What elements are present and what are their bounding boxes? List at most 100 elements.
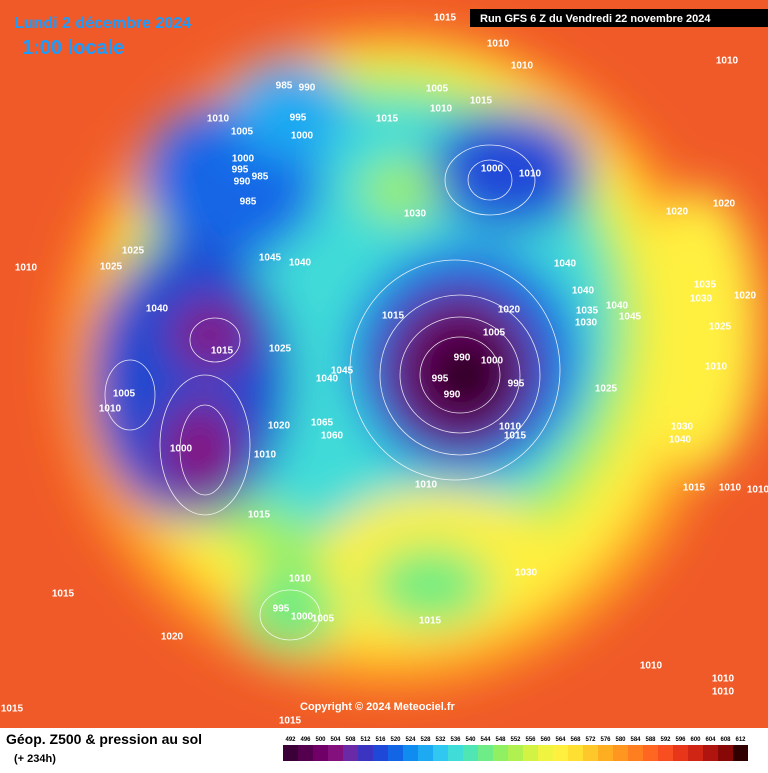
isobar-label: 1020 xyxy=(734,291,757,302)
isobar-label: 1005 xyxy=(426,84,449,95)
scale-swatch xyxy=(448,745,463,761)
scale-swatch xyxy=(508,745,523,761)
isobar-label: 1040 xyxy=(316,374,339,385)
isobar-label: 1065 xyxy=(311,418,334,429)
scale-swatch xyxy=(283,745,298,761)
isobar-label: 1040 xyxy=(289,258,312,269)
scale-swatch xyxy=(568,745,583,761)
scale-swatch xyxy=(343,745,358,761)
scale-swatch xyxy=(628,745,643,761)
isobar-label: 1015 xyxy=(248,510,271,521)
isobar-label: 1010 xyxy=(747,485,768,496)
isobar-label: 985 xyxy=(276,81,293,92)
isobar-label: 995 xyxy=(273,604,290,615)
isobar-label: 1015 xyxy=(504,431,527,442)
legend-title: Géop. Z500 & pression au sol xyxy=(6,731,202,747)
isobar-label: 1005 xyxy=(231,127,254,138)
isobar-label: 1000 xyxy=(291,612,314,623)
field xyxy=(0,0,768,728)
scale-label: 556 xyxy=(525,737,536,743)
isobar-label: 1025 xyxy=(709,322,732,333)
scale-label: 580 xyxy=(615,737,626,743)
scale-label: 560 xyxy=(540,737,551,743)
isobar-label: 1010 xyxy=(712,687,735,698)
scale-label: 584 xyxy=(630,737,641,743)
scale-label: 572 xyxy=(585,737,596,743)
isobar-label: 1040 xyxy=(146,304,169,315)
isobar-label: 1010 xyxy=(511,61,534,72)
scale-label: 536 xyxy=(450,737,461,743)
isobar-label: 1015 xyxy=(382,311,405,322)
isobar-label: 1045 xyxy=(331,366,354,377)
isobar-label: 1010 xyxy=(207,114,230,125)
isobar-label: 995 xyxy=(432,374,449,385)
isobar-label: 1010 xyxy=(487,39,510,50)
scale-swatch xyxy=(718,745,733,761)
scale-label: 500 xyxy=(315,737,326,743)
scale-swatch xyxy=(493,745,508,761)
isobar-label: 1030 xyxy=(515,568,538,579)
scale-swatch xyxy=(313,745,328,761)
scale-label: 492 xyxy=(285,737,296,743)
isobar-label: 1010 xyxy=(289,574,312,585)
scale-label: 544 xyxy=(480,737,491,743)
isobar-label: 1010 xyxy=(499,422,522,433)
scale-swatch xyxy=(463,745,478,761)
isobar-label: 1010 xyxy=(716,56,739,67)
scale-label: 508 xyxy=(345,737,356,743)
isobar-label: 1025 xyxy=(100,262,123,273)
scale-label: 576 xyxy=(600,737,611,743)
isobar-label: 1000 xyxy=(291,131,314,142)
isobar-label: 1030 xyxy=(671,422,694,433)
isobar-label: 1015 xyxy=(211,346,234,357)
isobar-label: 1020 xyxy=(666,207,689,218)
isobar-label: 1010 xyxy=(430,104,453,115)
scale-swatch xyxy=(433,745,448,761)
scale-label: 540 xyxy=(465,737,476,743)
isobar-label: 1000 xyxy=(481,356,504,367)
scale-swatch xyxy=(523,745,538,761)
isobar-label: 1030 xyxy=(404,209,427,220)
isobar-label: 1060 xyxy=(321,431,344,442)
scale-label: 604 xyxy=(705,737,716,743)
scale-swatch xyxy=(538,745,553,761)
isobar-label: 985 xyxy=(240,197,257,208)
scale-label: 592 xyxy=(660,737,671,743)
isobar-label: 1005 xyxy=(113,389,136,400)
isobar-label: 1025 xyxy=(595,384,618,395)
isobar-label: 1040 xyxy=(572,286,595,297)
scale-label: 496 xyxy=(300,737,311,743)
date: Lundi 2 décembre 2024 xyxy=(14,15,191,32)
isobar-label: 1015 xyxy=(52,589,75,600)
scale-swatch xyxy=(478,745,493,761)
legend-lead: (+ 234h) xyxy=(14,753,56,765)
isobar-label: 1035 xyxy=(694,280,717,291)
scale-swatch xyxy=(388,745,403,761)
isobar-label: 1005 xyxy=(312,614,335,625)
scale-swatch xyxy=(703,745,718,761)
isobar-label: 1025 xyxy=(269,344,292,355)
isobar-label: 1045 xyxy=(259,253,282,264)
isobar-label: 1015 xyxy=(279,716,302,727)
isobar-label: 1010 xyxy=(719,483,742,494)
isobar-label: 1030 xyxy=(575,318,598,329)
isobar-label: 1010 xyxy=(254,450,277,461)
isobar-label: 995 xyxy=(508,379,525,390)
isobar-label: 1015 xyxy=(1,704,24,715)
time: 1:00 locale xyxy=(22,37,124,59)
scale-swatch xyxy=(328,745,343,761)
isobar-label: 1040 xyxy=(606,301,629,312)
scale-label: 548 xyxy=(495,737,506,743)
isobar-label: 1020 xyxy=(161,632,184,643)
scale-label: 612 xyxy=(735,737,746,743)
isobar-label: 1010 xyxy=(712,674,735,685)
isobar-label: 1020 xyxy=(268,421,291,432)
isobar-label: 995 xyxy=(232,165,249,176)
isobar-label: 990 xyxy=(454,353,471,364)
isobar-label: 1040 xyxy=(669,435,692,446)
isobar-label: 1000 xyxy=(170,444,193,455)
isobar-label: 1020 xyxy=(713,199,736,210)
scale-swatch xyxy=(553,745,568,761)
scale-swatch xyxy=(658,745,673,761)
